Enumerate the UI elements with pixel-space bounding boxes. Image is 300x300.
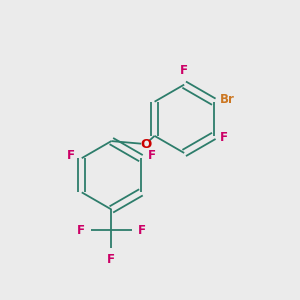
Text: O: O [140, 138, 151, 151]
Text: F: F [137, 224, 146, 237]
Text: F: F [67, 149, 75, 162]
Text: F: F [107, 254, 116, 266]
Text: F: F [180, 64, 188, 77]
Text: F: F [77, 224, 85, 237]
Text: F: F [148, 149, 155, 162]
Text: F: F [220, 131, 228, 144]
Text: Br: Br [220, 93, 235, 106]
